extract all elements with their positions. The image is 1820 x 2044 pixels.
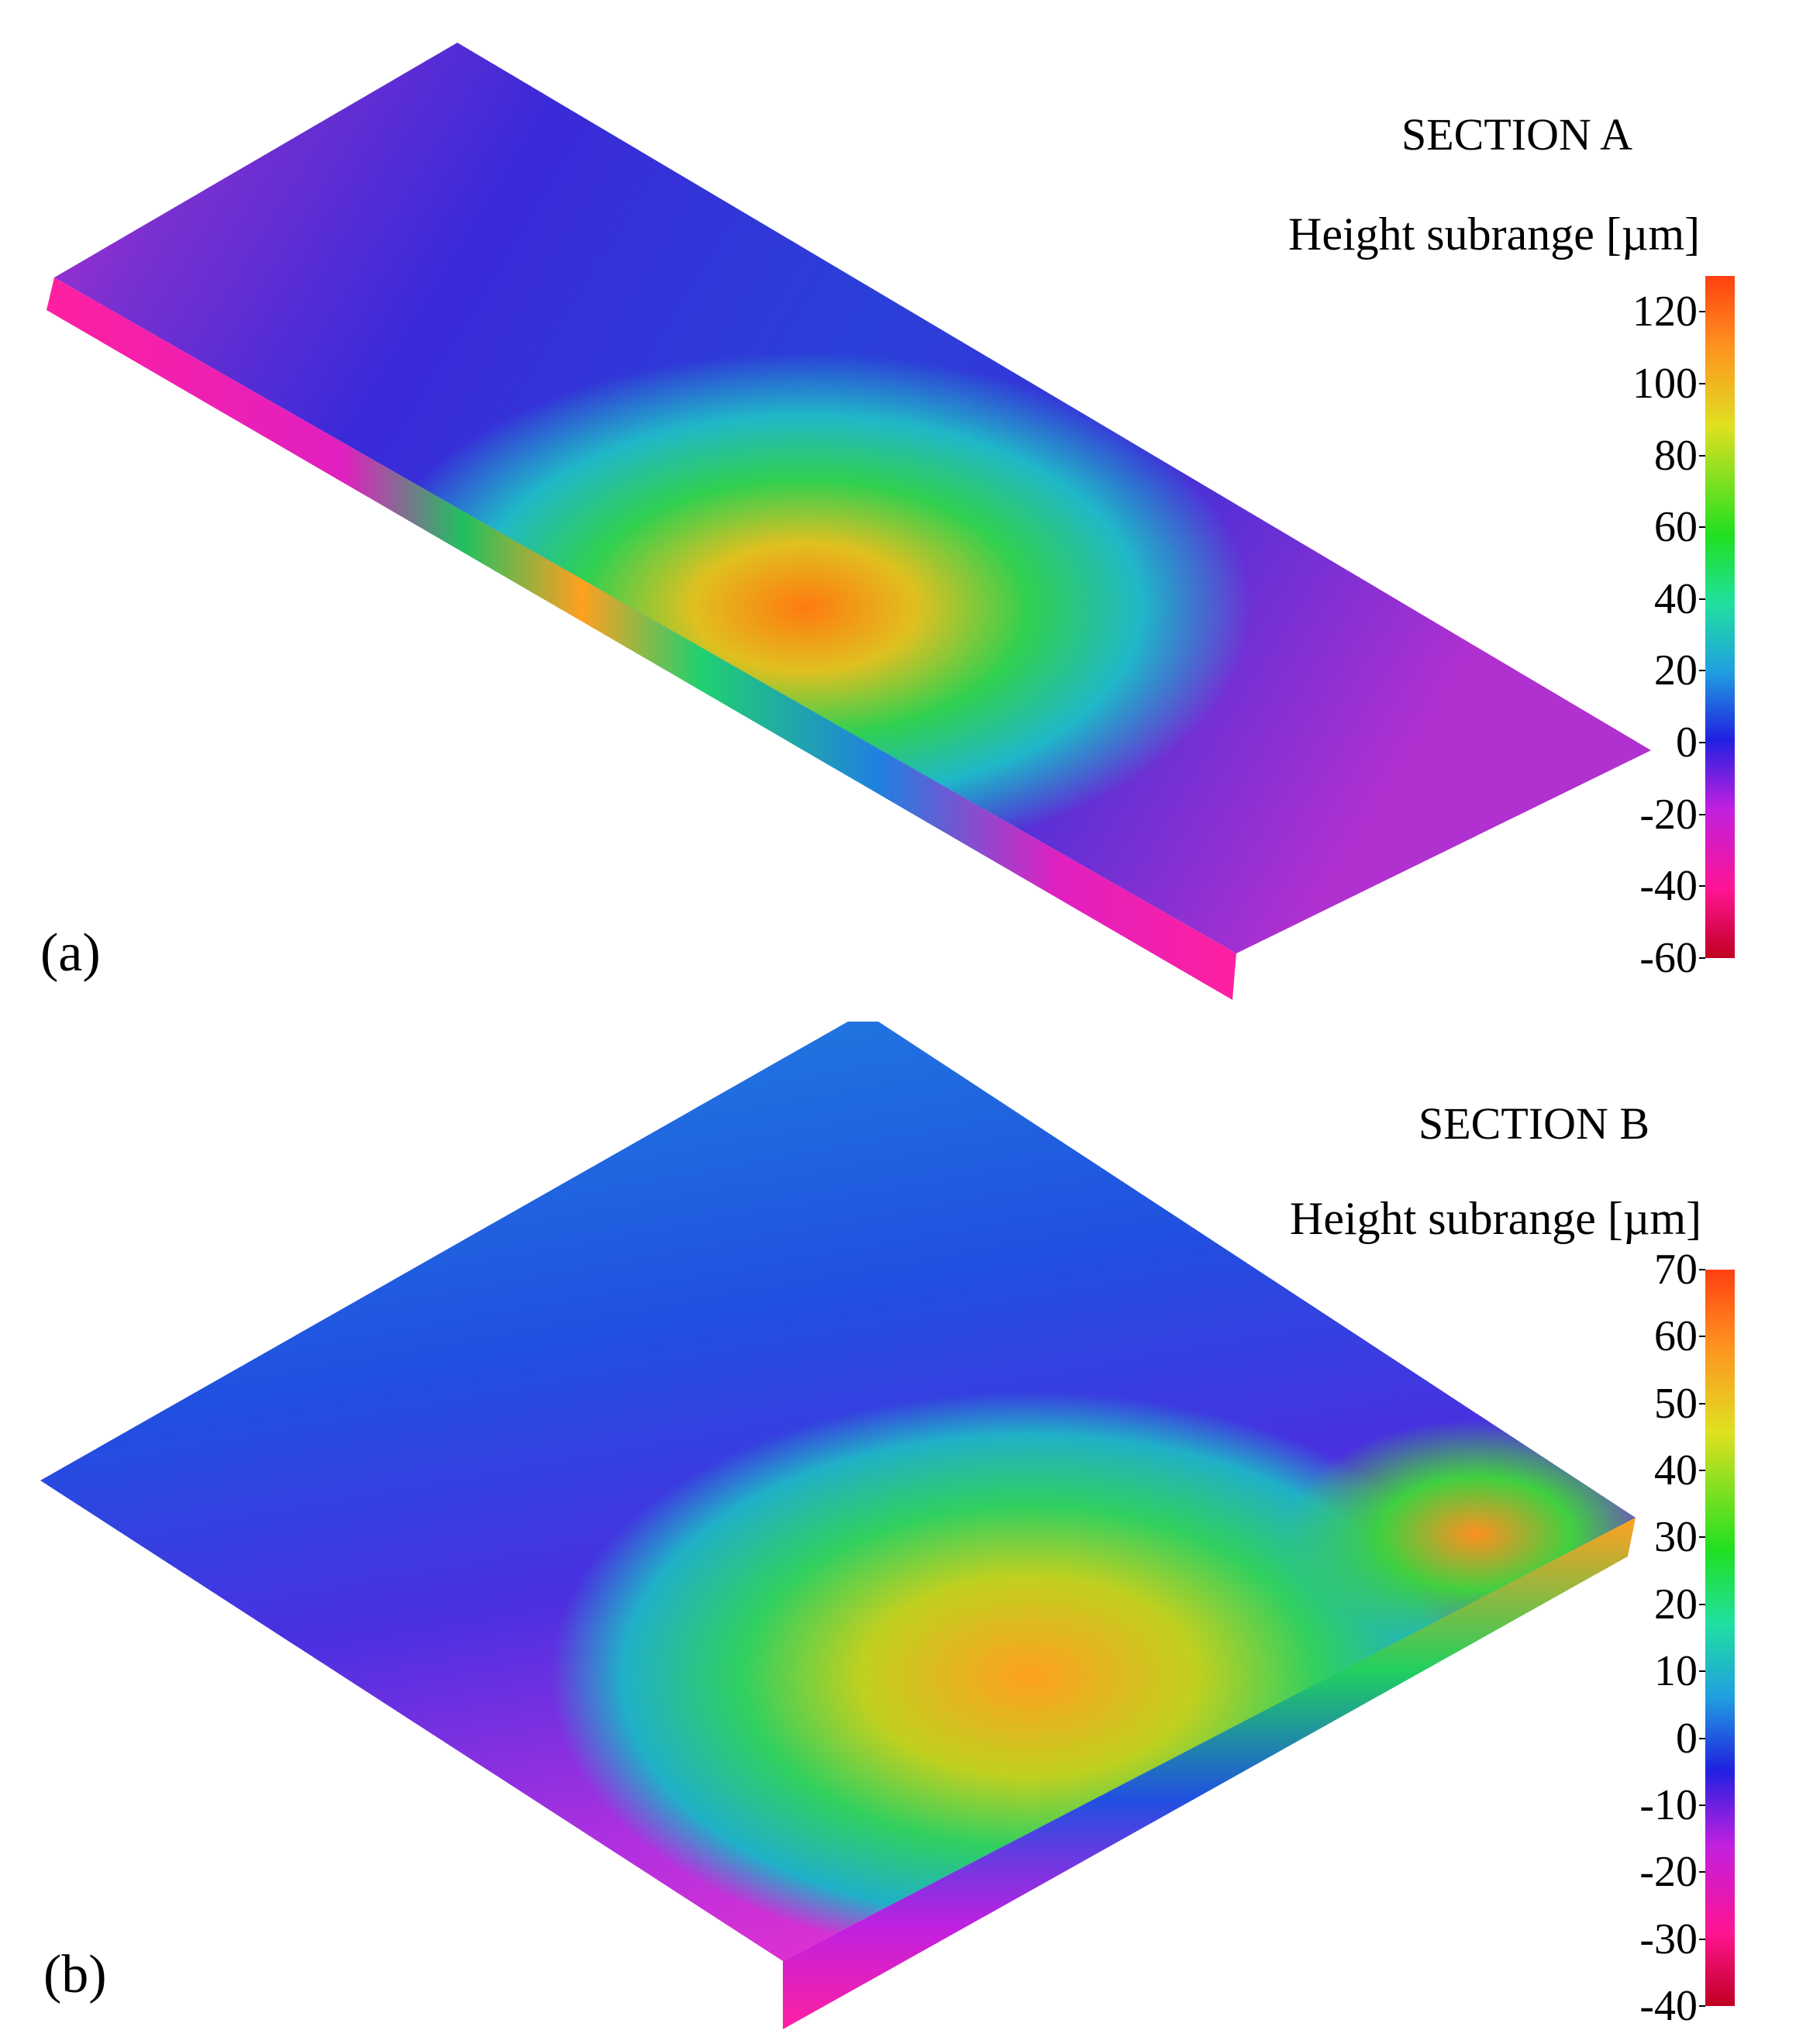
colorbar-tick-mark bbox=[1699, 1269, 1705, 1270]
colorbar-tick-label: -30 bbox=[1639, 1915, 1698, 1963]
colorbar-tick-label: 0 bbox=[1676, 1714, 1698, 1763]
colorbar-tick-mark bbox=[1699, 885, 1705, 888]
colorbar-tick-mark bbox=[1699, 311, 1705, 313]
colorbar-tick-label: 40 bbox=[1654, 1446, 1698, 1495]
colorbar-tick-mark bbox=[1699, 1536, 1705, 1539]
panel-label: (b) bbox=[43, 1945, 107, 2004]
colorbar-tick-mark bbox=[1699, 1603, 1705, 1605]
colorbar-tick-mark bbox=[1699, 2005, 1705, 2007]
colorbar-tick-mark bbox=[1699, 1871, 1705, 1873]
colorbar-tick-label: 70 bbox=[1654, 1246, 1698, 1294]
colorbar-tick-mark bbox=[1699, 1804, 1705, 1806]
colorbar-tick-label: 0 bbox=[1676, 719, 1698, 767]
panel-label: (a) bbox=[40, 923, 101, 983]
colorbar-tick-mark bbox=[1699, 1938, 1705, 1940]
section-title: SECTION A bbox=[1401, 109, 1633, 160]
colorbar-tick-label: 30 bbox=[1654, 1513, 1698, 1562]
colorbar-tick-mark bbox=[1699, 742, 1705, 744]
colorbar-tick-label: -20 bbox=[1639, 1848, 1698, 1897]
colorbar-tick-mark bbox=[1699, 1402, 1705, 1405]
colorbar-tick-label: 60 bbox=[1654, 503, 1698, 552]
colorbar-tick-label: 60 bbox=[1654, 1312, 1698, 1361]
colorbar-tick-label: 40 bbox=[1654, 574, 1698, 623]
colorbar-tick-label: 120 bbox=[1632, 288, 1698, 336]
colorbar-tick-label: -10 bbox=[1639, 1780, 1698, 1829]
colorbar-tick-mark bbox=[1699, 957, 1705, 959]
colorbar-tick-mark bbox=[1699, 1737, 1705, 1739]
colorbar-tick-mark bbox=[1699, 813, 1705, 815]
panel-b: SECTION B Height subrange [µm] (b) bbox=[0, 1022, 1820, 2044]
colorbar-tick-label: -60 bbox=[1639, 934, 1698, 982]
colorbar-tick-label: -40 bbox=[1639, 862, 1698, 911]
colorbar-tick-mark bbox=[1699, 1336, 1705, 1338]
colorbar-tick-label: -40 bbox=[1639, 1982, 1698, 2030]
colorbar-title: Height subrange [µm] bbox=[1288, 209, 1701, 260]
colorbar-tick-mark bbox=[1699, 670, 1705, 672]
colorbar-tick-mark bbox=[1699, 382, 1705, 384]
colorbar-tick-mark bbox=[1699, 598, 1705, 600]
colorbar-b bbox=[1705, 1270, 1735, 2006]
colorbar-a bbox=[1705, 276, 1735, 958]
colorbar-tick-label: 100 bbox=[1632, 359, 1698, 408]
colorbar-tick-label: 20 bbox=[1654, 646, 1698, 695]
colorbar-tick-label: 20 bbox=[1654, 1580, 1698, 1629]
section-title: SECTION B bbox=[1418, 1098, 1650, 1149]
colorbar-tick-mark bbox=[1699, 526, 1705, 529]
colorbar-tick-mark bbox=[1699, 454, 1705, 457]
colorbar-tick-label: 50 bbox=[1654, 1379, 1698, 1428]
colorbar-title: Height subrange [µm] bbox=[1290, 1193, 1702, 1244]
colorbar-tick-label: 80 bbox=[1654, 431, 1698, 480]
colorbar-tick-label: -20 bbox=[1639, 790, 1698, 839]
surface-render-a bbox=[47, 43, 1651, 1000]
colorbar-tick-mark bbox=[1699, 1670, 1705, 1673]
colorbar-tick-label: 10 bbox=[1654, 1647, 1698, 1696]
colorbar-tick-mark bbox=[1699, 1470, 1705, 1472]
surface-render-b bbox=[40, 1022, 1636, 2029]
panel-a: SECTION A Height subrange [µm] (a) bbox=[40, 43, 1735, 1000]
